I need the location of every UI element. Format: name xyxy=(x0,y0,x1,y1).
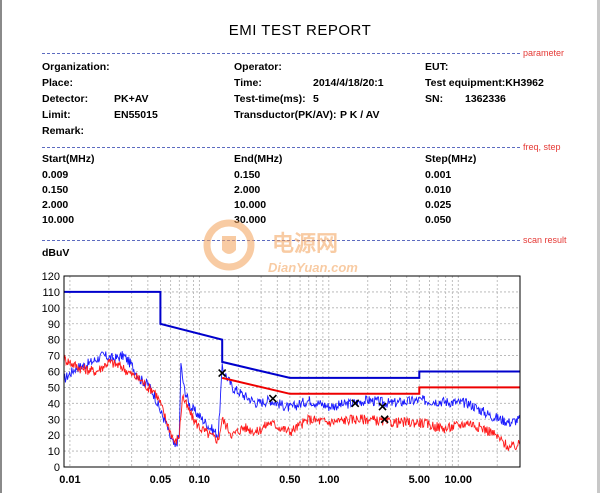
watermark-text-en: DianYuan.com xyxy=(268,260,358,275)
time-value: 2014/4/18/20:1 xyxy=(313,77,384,89)
y-tick-label: 120 xyxy=(42,271,60,283)
operator-label: Operator: xyxy=(234,61,282,73)
freq-row-4-step: 0.050 xyxy=(425,214,452,226)
eut-label: EUT: xyxy=(425,61,449,73)
y-tick-label: 10 xyxy=(48,446,60,458)
freq-row-1-end: 0.150 xyxy=(234,169,261,181)
window-right-edge xyxy=(597,0,600,493)
freq-row-4-end: 30.000 xyxy=(234,214,267,226)
x-tick-label: 0.01 xyxy=(59,474,80,486)
separator-freq-step xyxy=(42,147,520,148)
test-time-label: Test-time(ms): xyxy=(234,93,306,105)
freq-header-step: Step(MHz) xyxy=(425,153,477,165)
peak-marker xyxy=(218,369,227,378)
chart-traces xyxy=(63,290,521,451)
x-tick-label: 0.10 xyxy=(189,474,210,486)
freq-row-3-end: 10.000 xyxy=(234,199,267,211)
x-tick-label: 1.00 xyxy=(318,474,339,486)
y-tick-label: 90 xyxy=(48,319,60,331)
watermark-ring-icon xyxy=(203,219,255,271)
x-tick-label: 0.50 xyxy=(279,474,300,486)
freq-row-1-start: 0.009 xyxy=(42,169,69,181)
watermark-plug-icon xyxy=(222,236,236,254)
peak-marker xyxy=(351,399,360,408)
freq-row-3-step: 0.025 xyxy=(425,199,452,211)
y-tick-label: 20 xyxy=(48,430,60,442)
y-axis-unit: dBuV xyxy=(42,247,69,259)
peak-marker xyxy=(268,394,277,403)
y-tick-label: 100 xyxy=(42,303,60,315)
freq-row-1-step: 0.001 xyxy=(425,169,452,181)
limit-label: Limit: xyxy=(42,109,71,121)
freq-row-2-step: 0.010 xyxy=(425,184,452,196)
freq-row-2-end: 2.000 xyxy=(234,184,261,196)
detector-label: Detector: xyxy=(42,93,89,105)
sn-value: 1362336 xyxy=(465,93,506,105)
y-tick-label: 0 xyxy=(54,462,60,474)
detector-value: PK+AV xyxy=(114,93,149,105)
x-tick-label: 0.05 xyxy=(150,474,171,486)
watermark-text-cn: 电源网 xyxy=(272,231,338,256)
limit-line-qp xyxy=(64,290,520,379)
y-tick-label: 30 xyxy=(48,414,60,426)
section-label-scan-result: scan result xyxy=(523,235,567,245)
freq-header-start: Start(MHz) xyxy=(42,153,95,165)
section-label-parameter: parameter xyxy=(523,48,565,58)
separator-scan-result xyxy=(42,240,520,241)
y-tick-label: 60 xyxy=(48,367,60,379)
sn-label: SN: xyxy=(425,93,444,105)
test-time-value: 5 xyxy=(313,93,319,105)
remark-label: Remark: xyxy=(42,125,85,137)
chart-tick-labels: 0 10 20 30 40 50 60 70 80 90 100 110 120 0.01 0.05 0.10… xyxy=(42,271,472,486)
separator-parameter xyxy=(42,53,520,54)
section-label-freq-step: freq, step xyxy=(523,142,561,152)
transductor-label: Transductor(PK/AV): xyxy=(234,109,337,121)
peak-marker xyxy=(380,415,389,424)
x-tick-label: 10.00 xyxy=(444,474,472,486)
organization-label: Organization: xyxy=(42,61,110,73)
x-tick-label: 5.00 xyxy=(409,474,430,486)
av-trace-line xyxy=(63,354,521,451)
y-tick-label: 50 xyxy=(48,382,60,394)
peak-marker xyxy=(378,402,387,411)
pk-trace-line xyxy=(63,351,521,448)
time-label: Time: xyxy=(234,77,262,89)
freq-header-end: End(MHz) xyxy=(234,153,283,165)
window-left-edge xyxy=(0,0,2,493)
freq-row-3-start: 2.000 xyxy=(42,199,69,211)
limit-line-av xyxy=(221,376,520,395)
watermark-logo: 电源网 DianYuan.com xyxy=(203,219,358,275)
report-title: EMI TEST REPORT xyxy=(228,22,372,39)
transductor-value: P K / AV xyxy=(340,109,380,121)
y-tick-label: 110 xyxy=(42,287,60,299)
limit-value: EN55015 xyxy=(114,109,158,121)
y-tick-label: 80 xyxy=(48,335,60,347)
y-tick-label: 70 xyxy=(48,351,60,363)
freq-row-4-start: 10.000 xyxy=(42,214,75,226)
test-equipment: Test equipment:KH3962 xyxy=(425,77,544,89)
y-tick-label: 40 xyxy=(48,398,60,410)
freq-row-2-start: 0.150 xyxy=(42,184,69,196)
plot-frame xyxy=(63,275,521,468)
place-label: Place: xyxy=(42,77,73,89)
